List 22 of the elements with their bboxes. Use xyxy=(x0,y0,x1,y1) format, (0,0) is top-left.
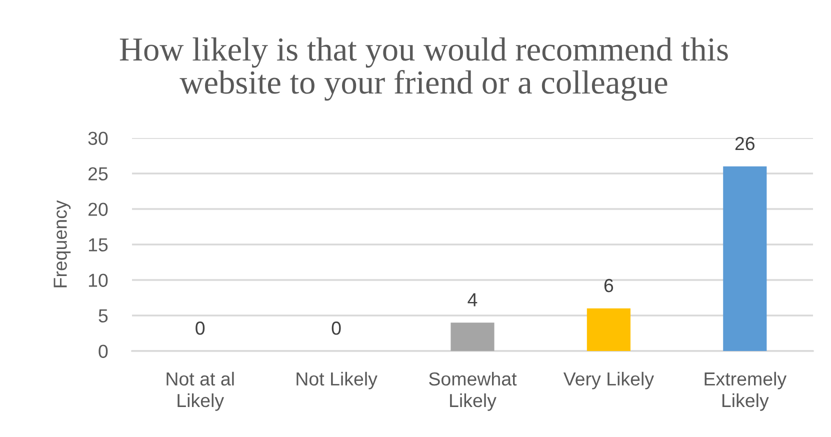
y-tick-label: 5 xyxy=(98,309,108,322)
x-tick-label: Somewhat Likely xyxy=(429,372,517,411)
y-tick-label: 10 xyxy=(88,274,108,287)
bar xyxy=(450,322,494,351)
chart-title: How likely is that you would recommend this website to your friend or a colleague xyxy=(120,37,728,101)
y-tick-label: 25 xyxy=(88,167,108,180)
data-label: 4 xyxy=(468,293,478,306)
x-tick-label: Very Likely xyxy=(563,372,654,390)
x-tick-label: Extremely Likely xyxy=(704,372,787,411)
data-label: 0 xyxy=(332,322,341,335)
bar xyxy=(586,308,630,351)
y-tick-label: 20 xyxy=(88,202,108,216)
data-label: 26 xyxy=(735,136,755,150)
data-label: 6 xyxy=(604,278,614,292)
y-tick-label: 30 xyxy=(88,132,108,145)
x-tick-label: Not at al Likely xyxy=(166,372,234,411)
y-axis-title: Frequency xyxy=(54,200,71,288)
x-tick-label: Not Likely xyxy=(296,372,378,390)
data-label: 0 xyxy=(196,322,205,335)
bar xyxy=(723,166,767,351)
y-tick-label: 0 xyxy=(98,344,108,358)
y-tick-label: 15 xyxy=(88,238,108,252)
